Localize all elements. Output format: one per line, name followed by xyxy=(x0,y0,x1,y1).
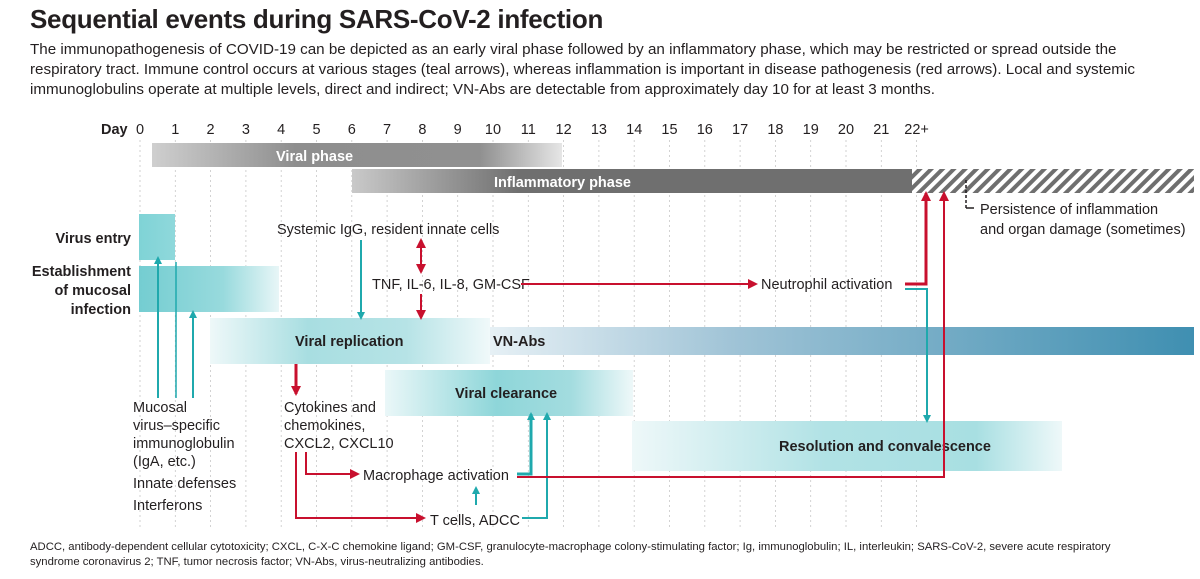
day-tick-label: 20 xyxy=(838,122,854,138)
figure-subtitle: The immunopathogenesis of COVID-19 can b… xyxy=(30,41,1135,98)
mucosal-ig-line: (IgA, etc.) xyxy=(133,454,196,470)
cytokines-chemokines-text: Cytokines and chemokines, CXCL2, CXCL10 xyxy=(284,400,394,452)
cytokines-line: CXCL2, CXCL10 xyxy=(284,436,394,452)
viral-clearance-band xyxy=(385,370,633,416)
day-tick-label: 12 xyxy=(556,122,572,138)
interferons-label: Interferons xyxy=(133,498,202,514)
teal-arrow-neutrophil-resolution xyxy=(905,288,931,423)
day-tick-label: 10 xyxy=(485,122,501,138)
systemic-igg-label: Systemic IgG, resident innate cells xyxy=(277,222,499,238)
cytokines-line: chemokines, xyxy=(284,418,365,434)
viral-clearance-label: Viral clearance xyxy=(455,386,557,402)
inflammatory-phase-label: Inflammatory phase xyxy=(494,175,631,191)
neutrophil-activation-label: Neutrophil activation xyxy=(761,277,892,293)
day-tick-label: 21 xyxy=(873,122,889,138)
resolution-label: Resolution and convalescence xyxy=(779,439,991,455)
day-tick-label: 14 xyxy=(626,122,642,138)
vn-abs-band xyxy=(490,327,1194,355)
mucosal-label-2: of mucosal xyxy=(54,283,131,299)
day-tick-label: 7 xyxy=(383,122,391,138)
inflammatory-phase-bar xyxy=(352,169,912,193)
figure-title: Sequential events during SARS-CoV-2 infe… xyxy=(30,4,604,34)
day-tick-label: 8 xyxy=(418,122,426,138)
day-tick-label: 1 xyxy=(171,122,179,138)
mucosal-infection-band xyxy=(139,266,279,312)
day-axis-label: Day xyxy=(101,122,128,138)
day-tick-label: 22+ xyxy=(904,122,929,138)
resolution-band xyxy=(632,421,1062,471)
red-arrow-neutrophil-inflammation xyxy=(905,191,931,286)
viral-phase-label: Viral phase xyxy=(276,149,353,165)
day-tick-label: 9 xyxy=(454,122,462,138)
viral-replication-band xyxy=(210,318,490,364)
viral-phase-bar xyxy=(152,143,562,167)
red-arrow-cytokines-macrophage xyxy=(305,452,360,479)
day-tick-label: 0 xyxy=(136,122,144,138)
cytokine-tnf-label: TNF, IL-6, IL-8, GM-CSF xyxy=(372,277,530,293)
teal-arrows xyxy=(154,240,931,519)
vn-abs-label: VN-Abs xyxy=(493,334,545,350)
day-tick-label: 2 xyxy=(207,122,215,138)
persistence-label-1: Persistence of inflammation xyxy=(980,202,1158,218)
mucosal-label-3: infection xyxy=(71,302,131,318)
day-tick-label: 19 xyxy=(803,122,819,138)
red-arrow-cytokines-tcells xyxy=(295,452,426,523)
mucosal-ig-line: Mucosal xyxy=(133,400,187,416)
day-tick-label: 17 xyxy=(732,122,748,138)
mucosal-ig-line: immunoglobulin xyxy=(133,436,235,452)
red-arrows xyxy=(291,191,949,523)
day-tick-labels: 0 1 2 3 4 5 6 7 8 9 10 11 12 13 14 15 16 17 18 19 20 21 22+ xyxy=(136,122,929,138)
teal-arrow-macrophage-clearance xyxy=(517,412,535,476)
virus-entry-label: Virus entry xyxy=(56,231,132,247)
day-tick-label: 13 xyxy=(591,122,607,138)
day-tick-label: 15 xyxy=(661,122,677,138)
viral-replication-label: Viral replication xyxy=(295,334,404,350)
day-tick-label: 6 xyxy=(348,122,356,138)
innate-defenses-label: Innate defenses xyxy=(133,476,236,492)
cytokines-line: Cytokines and xyxy=(284,400,376,416)
day-tick-label: 18 xyxy=(767,122,783,138)
tcells-adcc-label: T cells, ADCC xyxy=(430,513,520,529)
teal-arrow-tcells-clearance xyxy=(522,412,551,519)
mucosal-immunity-text: Mucosal virus–specific immunoglobulin (I… xyxy=(133,400,236,514)
macrophage-activation-label: Macrophage activation xyxy=(363,468,509,484)
red-arrow-macrophage-inflammation xyxy=(517,191,949,478)
day-tick-label: 5 xyxy=(312,122,320,138)
mucosal-ig-line: virus–specific xyxy=(133,418,220,434)
day-tick-label: 3 xyxy=(242,122,250,138)
day-tick-label: 11 xyxy=(521,122,536,138)
footnote: ADCC, antibody-dependent cellular cytoto… xyxy=(30,541,1111,568)
inflammatory-phase-hatch xyxy=(912,169,1194,193)
mucosal-label-1: Establishment xyxy=(32,264,131,280)
persistence-label-2: and organ damage (sometimes) xyxy=(980,222,1186,238)
day-tick-label: 16 xyxy=(697,122,713,138)
virus-entry-band xyxy=(139,214,175,260)
day-tick-label: 4 xyxy=(277,122,285,138)
